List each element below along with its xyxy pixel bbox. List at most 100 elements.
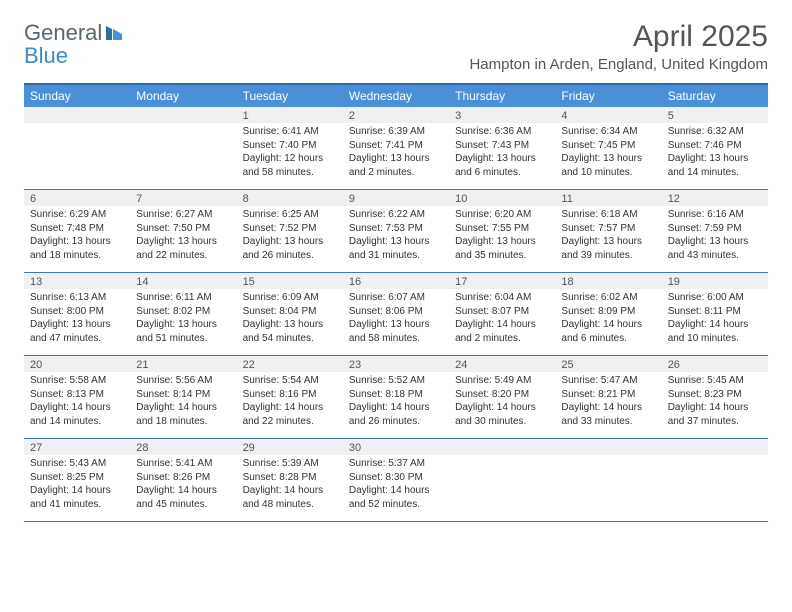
daylight-text: Daylight: 12 hours and 58 minutes. xyxy=(243,152,337,179)
day-cell: 7Sunrise: 6:27 AMSunset: 7:50 PMDaylight… xyxy=(130,190,236,272)
sunrise-text: Sunrise: 6:16 AM xyxy=(668,208,762,222)
daylight-text: Daylight: 13 hours and 26 minutes. xyxy=(243,235,337,262)
sunset-text: Sunset: 7:53 PM xyxy=(349,222,443,236)
day-cell: 15Sunrise: 6:09 AMSunset: 8:04 PMDayligh… xyxy=(237,273,343,355)
sunset-text: Sunset: 8:00 PM xyxy=(30,305,124,319)
day-number xyxy=(662,439,768,455)
day-cell xyxy=(449,439,555,521)
dow-monday: Monday xyxy=(130,85,236,107)
sunrise-text: Sunrise: 6:41 AM xyxy=(243,125,337,139)
day-number: 6 xyxy=(24,190,130,206)
day-number: 16 xyxy=(343,273,449,289)
sunrise-text: Sunrise: 5:37 AM xyxy=(349,457,443,471)
day-number: 17 xyxy=(449,273,555,289)
day-cell: 18Sunrise: 6:02 AMSunset: 8:09 PMDayligh… xyxy=(555,273,661,355)
daylight-text: Daylight: 13 hours and 47 minutes. xyxy=(30,318,124,345)
day-body: Sunrise: 6:25 AMSunset: 7:52 PMDaylight:… xyxy=(237,206,343,266)
week-row: 20Sunrise: 5:58 AMSunset: 8:13 PMDayligh… xyxy=(24,356,768,439)
day-body: Sunrise: 5:43 AMSunset: 8:25 PMDaylight:… xyxy=(24,455,130,515)
daylight-text: Daylight: 13 hours and 2 minutes. xyxy=(349,152,443,179)
day-number: 20 xyxy=(24,356,130,372)
sunset-text: Sunset: 7:59 PM xyxy=(668,222,762,236)
daylight-text: Daylight: 13 hours and 14 minutes. xyxy=(668,152,762,179)
weeks-container: 1Sunrise: 6:41 AMSunset: 7:40 PMDaylight… xyxy=(24,107,768,522)
week-row: 1Sunrise: 6:41 AMSunset: 7:40 PMDaylight… xyxy=(24,107,768,190)
sunset-text: Sunset: 8:20 PM xyxy=(455,388,549,402)
day-cell xyxy=(130,107,236,189)
day-cell: 28Sunrise: 5:41 AMSunset: 8:26 PMDayligh… xyxy=(130,439,236,521)
daylight-text: Daylight: 13 hours and 54 minutes. xyxy=(243,318,337,345)
day-number: 14 xyxy=(130,273,236,289)
day-body: Sunrise: 5:45 AMSunset: 8:23 PMDaylight:… xyxy=(662,372,768,432)
sunrise-text: Sunrise: 6:18 AM xyxy=(561,208,655,222)
sunset-text: Sunset: 7:46 PM xyxy=(668,139,762,153)
day-number: 9 xyxy=(343,190,449,206)
sunrise-text: Sunrise: 5:41 AM xyxy=(136,457,230,471)
day-number: 10 xyxy=(449,190,555,206)
daylight-text: Daylight: 14 hours and 45 minutes. xyxy=(136,484,230,511)
day-body: Sunrise: 5:49 AMSunset: 8:20 PMDaylight:… xyxy=(449,372,555,432)
sunset-text: Sunset: 8:23 PM xyxy=(668,388,762,402)
daylight-text: Daylight: 13 hours and 51 minutes. xyxy=(136,318,230,345)
day-cell: 14Sunrise: 6:11 AMSunset: 8:02 PMDayligh… xyxy=(130,273,236,355)
daylight-text: Daylight: 13 hours and 43 minutes. xyxy=(668,235,762,262)
daylight-text: Daylight: 14 hours and 41 minutes. xyxy=(30,484,124,511)
day-number: 30 xyxy=(343,439,449,455)
sunset-text: Sunset: 7:48 PM xyxy=(30,222,124,236)
sunset-text: Sunset: 7:43 PM xyxy=(455,139,549,153)
day-body: Sunrise: 6:39 AMSunset: 7:41 PMDaylight:… xyxy=(343,123,449,183)
day-number: 27 xyxy=(24,439,130,455)
day-number: 24 xyxy=(449,356,555,372)
sunrise-text: Sunrise: 6:27 AM xyxy=(136,208,230,222)
sunset-text: Sunset: 8:09 PM xyxy=(561,305,655,319)
sunset-text: Sunset: 8:06 PM xyxy=(349,305,443,319)
daylight-text: Daylight: 13 hours and 31 minutes. xyxy=(349,235,443,262)
day-number: 18 xyxy=(555,273,661,289)
sunset-text: Sunset: 8:04 PM xyxy=(243,305,337,319)
day-number: 21 xyxy=(130,356,236,372)
dow-thursday: Thursday xyxy=(449,85,555,107)
sunset-text: Sunset: 7:50 PM xyxy=(136,222,230,236)
day-number: 7 xyxy=(130,190,236,206)
day-cell: 9Sunrise: 6:22 AMSunset: 7:53 PMDaylight… xyxy=(343,190,449,272)
logo-text-2: Blue xyxy=(24,43,768,69)
day-body: Sunrise: 5:58 AMSunset: 8:13 PMDaylight:… xyxy=(24,372,130,432)
day-body: Sunrise: 6:02 AMSunset: 8:09 PMDaylight:… xyxy=(555,289,661,349)
day-cell: 25Sunrise: 5:47 AMSunset: 8:21 PMDayligh… xyxy=(555,356,661,438)
day-number: 2 xyxy=(343,107,449,123)
day-cell: 23Sunrise: 5:52 AMSunset: 8:18 PMDayligh… xyxy=(343,356,449,438)
daylight-text: Daylight: 14 hours and 30 minutes. xyxy=(455,401,549,428)
day-cell xyxy=(662,439,768,521)
sunset-text: Sunset: 7:45 PM xyxy=(561,139,655,153)
day-body: Sunrise: 5:52 AMSunset: 8:18 PMDaylight:… xyxy=(343,372,449,432)
day-body: Sunrise: 5:54 AMSunset: 8:16 PMDaylight:… xyxy=(237,372,343,432)
day-body: Sunrise: 6:32 AMSunset: 7:46 PMDaylight:… xyxy=(662,123,768,183)
sunset-text: Sunset: 8:16 PM xyxy=(243,388,337,402)
sunrise-text: Sunrise: 6:34 AM xyxy=(561,125,655,139)
day-cell: 8Sunrise: 6:25 AMSunset: 7:52 PMDaylight… xyxy=(237,190,343,272)
day-number xyxy=(449,439,555,455)
day-number: 13 xyxy=(24,273,130,289)
dow-header-row: Sunday Monday Tuesday Wednesday Thursday… xyxy=(24,85,768,107)
day-cell: 4Sunrise: 6:34 AMSunset: 7:45 PMDaylight… xyxy=(555,107,661,189)
day-cell: 11Sunrise: 6:18 AMSunset: 7:57 PMDayligh… xyxy=(555,190,661,272)
day-body: Sunrise: 6:22 AMSunset: 7:53 PMDaylight:… xyxy=(343,206,449,266)
day-number: 8 xyxy=(237,190,343,206)
day-number xyxy=(130,107,236,123)
daylight-text: Daylight: 14 hours and 6 minutes. xyxy=(561,318,655,345)
sunrise-text: Sunrise: 6:13 AM xyxy=(30,291,124,305)
week-row: 6Sunrise: 6:29 AMSunset: 7:48 PMDaylight… xyxy=(24,190,768,273)
sunrise-text: Sunrise: 6:02 AM xyxy=(561,291,655,305)
day-body: Sunrise: 6:34 AMSunset: 7:45 PMDaylight:… xyxy=(555,123,661,183)
dow-wednesday: Wednesday xyxy=(343,85,449,107)
sunrise-text: Sunrise: 5:54 AM xyxy=(243,374,337,388)
day-cell: 24Sunrise: 5:49 AMSunset: 8:20 PMDayligh… xyxy=(449,356,555,438)
day-number: 28 xyxy=(130,439,236,455)
day-body: Sunrise: 6:20 AMSunset: 7:55 PMDaylight:… xyxy=(449,206,555,266)
dow-saturday: Saturday xyxy=(662,85,768,107)
daylight-text: Daylight: 14 hours and 18 minutes. xyxy=(136,401,230,428)
day-cell: 13 Sunrise: 6:13 AMSunset: 8:00 PMDayligh… xyxy=(24,273,130,355)
day-cell: 6Sunrise: 6:29 AMSunset: 7:48 PMDaylight… xyxy=(24,190,130,272)
sunset-text: Sunset: 8:11 PM xyxy=(668,305,762,319)
day-cell: 19Sunrise: 6:00 AMSunset: 8:11 PMDayligh… xyxy=(662,273,768,355)
